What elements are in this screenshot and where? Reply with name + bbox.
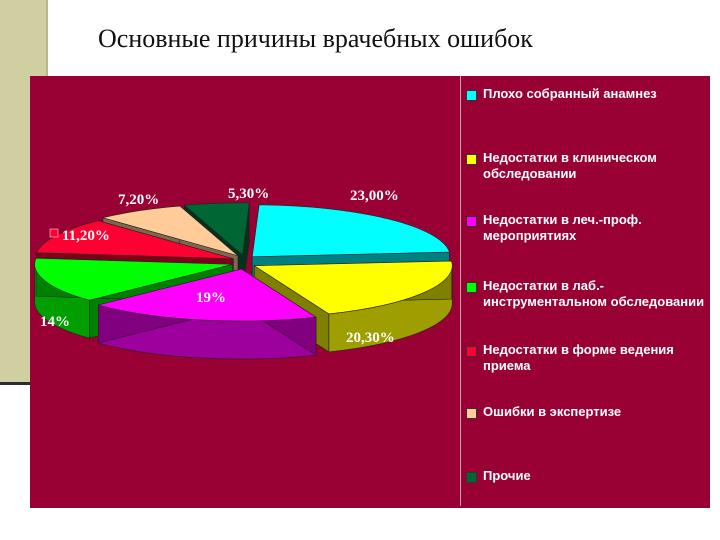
legend-swatch: [466, 472, 477, 483]
pie-slice-top: [183, 202, 250, 256]
legend-item-other: Прочие: [466, 468, 708, 484]
pie-data-label-6: 5,30%: [228, 186, 269, 202]
pie-data-label-5: 7,20%: [118, 192, 159, 208]
legend-item-clinical-exam: Недостатки в клиническом обследовании: [466, 150, 708, 182]
legend-label: Недостатки в форме ведения приема: [483, 342, 674, 373]
legend-item-expertise: Ошибки в экспертизе: [466, 404, 708, 420]
pie-slice-top: [34, 257, 233, 301]
pie-data-label-4: 11,20%: [62, 228, 110, 244]
legend-swatch: [466, 282, 477, 293]
pie-data-label-1: 20,30%: [346, 330, 395, 346]
legend-swatch: [466, 154, 477, 165]
pie-slice-top: [97, 268, 317, 322]
legend-item-anamnesis: Плохо собранный анамнез: [466, 86, 708, 102]
pie-slice-top: [101, 205, 239, 257]
legend-label: Ошибки в экспертизе: [483, 404, 622, 419]
pie-slice-top: [253, 260, 453, 315]
pie-data-label-3: 14%: [40, 314, 70, 330]
legend-label: Прочие: [483, 468, 531, 483]
side-decor-line: [46, 0, 48, 80]
pie-slice-top: [251, 204, 450, 258]
pie-data-label-2: 19%: [196, 290, 226, 306]
legend-swatch: [466, 408, 477, 419]
legend-swatch: [466, 346, 477, 357]
legend-label: Недостатки в клиническом обследовании: [483, 150, 657, 181]
legend-label: Недостатки в лаб.-инструментальном обсле…: [483, 278, 705, 309]
legend-item-treatment: Недостатки в леч.-проф. мероприятиях: [466, 212, 708, 244]
pie-data-label-0: 23,00%: [350, 188, 399, 204]
side-decor-rule: [0, 382, 55, 385]
legend-swatch: [466, 216, 477, 227]
legend-label: Плохо собранный анамнез: [483, 86, 657, 101]
slide-title: Основные причины врачебных ошибок: [98, 24, 533, 53]
pie-slice-2: [97, 268, 317, 360]
legend-item-lab-exam: Недостатки в лаб.-инструментальном обсле…: [466, 278, 708, 310]
legend-label: Недостатки в леч.-проф. мероприятиях: [483, 212, 642, 243]
label-marker: [49, 228, 59, 238]
legend-swatch: [466, 90, 477, 101]
chart-legend: [460, 76, 707, 506]
legend-item-appointment-form: Недостатки в форме ведения приема: [466, 342, 708, 374]
